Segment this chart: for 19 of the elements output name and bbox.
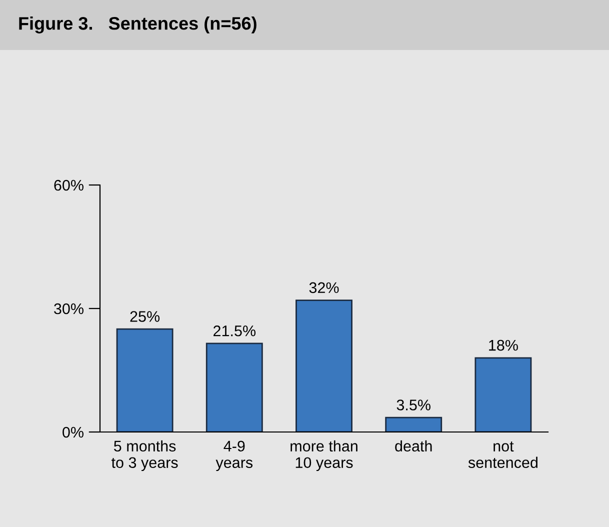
bar bbox=[206, 342, 263, 432]
data-label: 25% bbox=[130, 311, 160, 322]
bar bbox=[116, 328, 174, 432]
y-tick-label: 0% bbox=[62, 426, 84, 438]
x-tick-label: 4-9 years bbox=[216, 440, 253, 472]
x-tick-label: 5 months to 3 years bbox=[111, 440, 178, 472]
bar bbox=[474, 357, 532, 432]
data-label: 32% bbox=[309, 282, 339, 294]
bar bbox=[296, 300, 352, 432]
data-label: 18% bbox=[489, 340, 518, 351]
y-tick-label: 60% bbox=[54, 180, 84, 191]
data-label: 3.5% bbox=[396, 400, 430, 410]
chart-title: Figure 3. Sentences (n=56) bbox=[19, 16, 256, 34]
x-tick-label: more than 10 years bbox=[290, 440, 358, 472]
y-tick-label: 30% bbox=[54, 303, 84, 314]
x-tick-label: not sentenced bbox=[468, 442, 538, 468]
x-tick-label: death bbox=[395, 440, 432, 452]
data-label: 21.5% bbox=[214, 325, 256, 336]
bar bbox=[385, 416, 442, 432]
